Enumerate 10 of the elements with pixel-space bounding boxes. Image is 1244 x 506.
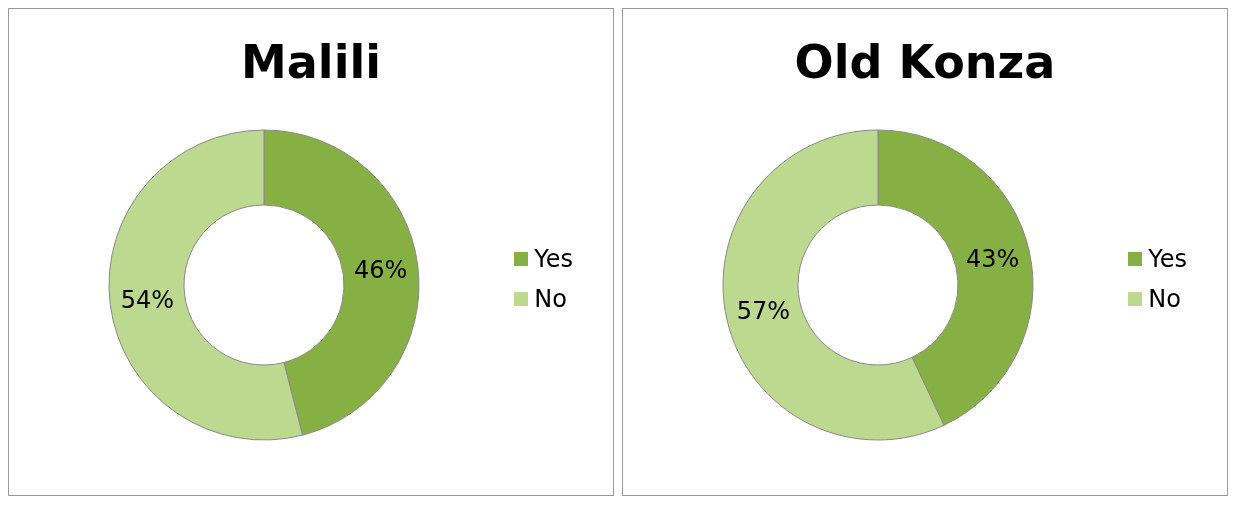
- data-label: 43%: [966, 245, 1020, 274]
- legend-label: No: [1148, 284, 1181, 315]
- chart-title: Malili: [240, 35, 382, 89]
- chart-title: Old Konza: [793, 35, 1057, 89]
- data-label: 46%: [353, 256, 408, 285]
- legend-label: Yes: [534, 244, 573, 275]
- data-label: 54%: [120, 285, 175, 314]
- legend-label: Yes: [1148, 244, 1187, 275]
- legend-label: No: [534, 284, 567, 315]
- data-label: 57%: [736, 296, 790, 325]
